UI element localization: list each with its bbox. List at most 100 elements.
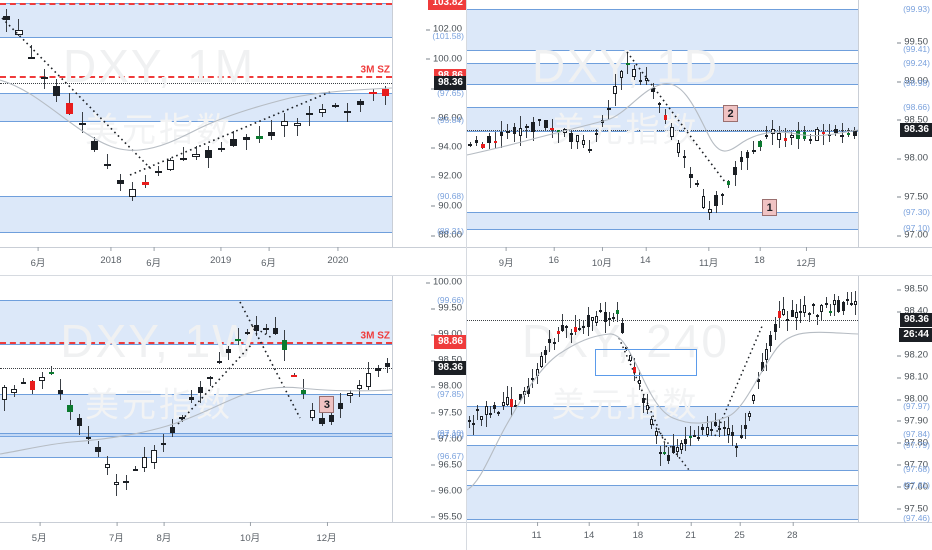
zone-price-label: (99.93) xyxy=(903,4,930,15)
panel-top-left[interactable]: DXY, 1M 美元指数 3M SZ 102.00100.0098.0096.0… xyxy=(0,0,466,275)
selection-rectangle-240[interactable] xyxy=(595,349,697,376)
candle-body xyxy=(854,300,858,305)
candle-wick xyxy=(834,293,836,316)
time-axis-tick: 14 xyxy=(639,247,651,266)
candle-body xyxy=(531,377,535,380)
candle-wick xyxy=(116,474,118,497)
candle-body xyxy=(537,119,542,122)
time-axis-1d[interactable]: 9月 16 10月 14 11月 18 12月 xyxy=(467,247,932,275)
candle-body xyxy=(701,196,706,208)
price-axis-240[interactable]: 98.50 98.40 98.20 98.10 98.00 97.90 97.80 97.70… xyxy=(858,276,932,523)
trade-marker-box[interactable]: 1 xyxy=(762,198,778,216)
candle-body xyxy=(590,317,594,322)
price-axis-tick: 88.00 xyxy=(431,229,462,241)
time-axis-240[interactable]: 11 14 18 21 25 28 xyxy=(467,522,932,550)
candle-wick xyxy=(706,416,708,438)
zone-price-label: (90.68) xyxy=(437,190,464,201)
candle-body xyxy=(2,387,8,400)
candle-wick xyxy=(753,141,755,154)
candle-body xyxy=(300,390,306,395)
candle-body xyxy=(612,317,616,320)
candle-wick xyxy=(766,126,768,139)
candle-body xyxy=(682,155,687,158)
price-axis-1w[interactable]: 100.00 99.50 99.00 98.50 98.00 97.50 97.00 96.5… xyxy=(392,276,466,522)
candle-wick xyxy=(664,443,666,456)
candles-1m xyxy=(0,0,392,247)
candle-body xyxy=(689,173,693,178)
candle-wick xyxy=(220,142,222,153)
zone-price-label: (97.85) xyxy=(437,389,464,400)
downtrend-line-1d xyxy=(626,51,726,183)
candle-wick xyxy=(693,429,695,438)
candle-body xyxy=(216,360,222,363)
candle-body xyxy=(129,189,137,197)
candle-wick xyxy=(472,415,474,435)
candle-wick xyxy=(817,314,819,325)
supply-demand-zone xyxy=(0,93,392,122)
candle-wick xyxy=(271,119,273,140)
candle-body xyxy=(607,317,611,321)
candle-body xyxy=(701,426,705,430)
candle-body xyxy=(803,304,807,314)
candle-body xyxy=(476,409,480,412)
zone-price-label: (97.07) xyxy=(437,429,464,440)
candle-body xyxy=(356,101,364,105)
candle-body xyxy=(154,171,162,174)
plot-area-1w[interactable]: DXY, 1W 美元指数 3M SZ 3 xyxy=(0,276,392,522)
candle-body xyxy=(338,402,344,409)
candle-body xyxy=(179,158,187,161)
price-axis-tick: 98.00 xyxy=(897,152,928,164)
candle-body xyxy=(790,135,794,138)
candle-wick xyxy=(494,131,496,150)
time-axis-1w[interactable]: 5月 7月 8月 10月 12月 xyxy=(0,522,466,550)
price-axis-tick: 98.00 xyxy=(431,380,462,392)
candle-wick xyxy=(246,329,248,336)
candle-body xyxy=(480,416,484,420)
time-axis-1m[interactable]: 6月 2018 6月 2019 6月 2020 xyxy=(0,247,466,275)
trade-marker-box[interactable]: 3 xyxy=(319,395,335,413)
candle-wick xyxy=(658,101,660,114)
plot-area-240[interactable]: DXY, 240 美元指数 xyxy=(467,276,858,522)
candle-body xyxy=(714,421,718,426)
candle-body xyxy=(620,323,624,334)
candle-wick xyxy=(553,337,555,350)
price-axis-tick: 92.00 xyxy=(431,170,462,182)
candle-body xyxy=(641,397,645,403)
price-tag: 98.36 xyxy=(899,312,932,327)
candle-body xyxy=(790,310,794,317)
price-axis-1d[interactable]: 99.50 99.00 98.50 98.00 97.50 97.00 98.36 (99.9… xyxy=(858,0,932,247)
candle-body xyxy=(709,429,713,432)
candle-wick xyxy=(851,292,853,307)
candle-wick xyxy=(740,424,742,440)
panel-bottom-left[interactable]: DXY, 1W 美元指数 3M SZ 3 100.0099.5099.0098.… xyxy=(0,275,466,550)
last-price-line xyxy=(467,319,858,321)
time-axis-tick: 10月 xyxy=(240,522,260,544)
price-axis-tick: 100.00 xyxy=(425,53,462,65)
plot-area-1m[interactable]: DXY, 1M 美元指数 3M SZ xyxy=(0,0,392,247)
trade-marker-box[interactable]: 2 xyxy=(723,105,739,123)
price-axis-tick: 99.00 xyxy=(431,329,462,340)
price-axis-tick: 97.00 xyxy=(431,433,462,445)
zone-price-label: (97.10) xyxy=(437,428,464,439)
candle-wick xyxy=(846,292,848,306)
candle-body xyxy=(518,394,522,400)
candle-wick xyxy=(539,118,541,126)
candle-body xyxy=(708,208,712,214)
candle-wick xyxy=(639,71,641,86)
candle-body xyxy=(667,454,671,462)
price-tag: 26:44 xyxy=(899,328,932,343)
candle-body xyxy=(595,316,599,323)
panel-bottom-right[interactable]: DXY, 240 美元指数 98.50 98.40 98.20 98.10 98.00 9… xyxy=(466,275,932,550)
candle-wick xyxy=(791,299,793,318)
candle-wick xyxy=(659,446,661,467)
price-axis-1m[interactable]: 102.00100.0098.0096.0094.0092.0090.0088.… xyxy=(392,0,466,247)
candle-body xyxy=(544,349,548,356)
candle-wick xyxy=(506,386,508,407)
candle-body xyxy=(688,435,692,438)
candle-wick xyxy=(228,346,230,360)
candle-body xyxy=(629,355,633,362)
time-axis-tick: 10月 xyxy=(592,247,612,269)
